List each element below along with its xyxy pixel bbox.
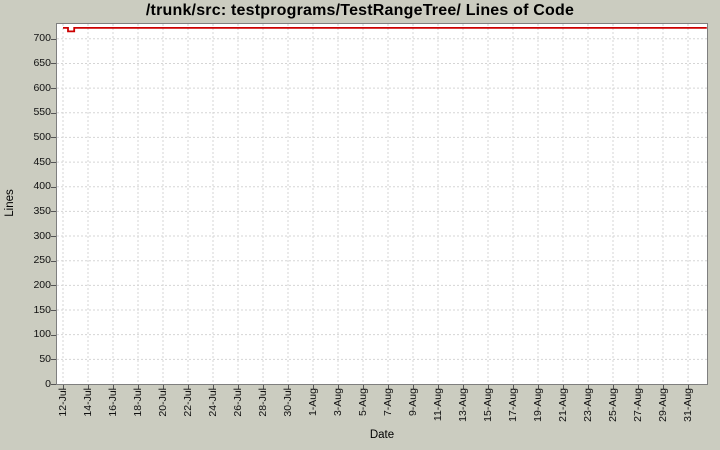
x-tick-label: 31-Aug — [681, 388, 694, 422]
x-tick-mark — [637, 385, 639, 389]
y-tick-label: 0 — [45, 377, 51, 390]
x-tick-mark — [662, 385, 664, 389]
y-tick-mark — [51, 211, 56, 213]
x-tick-mark — [287, 385, 289, 389]
x-tick-label: 19-Aug — [531, 388, 544, 422]
x-axis-title: Date — [369, 429, 395, 441]
x-tick-label: 26-Jul — [231, 388, 244, 417]
x-tick-label: 14-Jul — [81, 388, 94, 417]
y-tick-label: 600 — [33, 81, 51, 94]
y-tick-mark — [51, 260, 56, 262]
x-tick-mark — [562, 385, 564, 389]
x-tick-mark — [487, 385, 489, 389]
y-tick-mark — [51, 359, 56, 361]
y-tick-label: 550 — [33, 106, 51, 119]
y-tick-mark — [51, 162, 56, 164]
x-tick-mark — [262, 385, 264, 389]
x-tick-mark — [587, 385, 589, 389]
y-tick-label: 500 — [33, 130, 51, 143]
loc-series-line — [63, 27, 707, 33]
y-tick-mark — [51, 186, 56, 188]
x-tick-label: 25-Aug — [606, 388, 619, 422]
x-tick-label: 17-Aug — [506, 388, 519, 422]
y-tick-mark — [51, 88, 56, 90]
x-tick-label: 9-Aug — [406, 388, 419, 417]
y-tick-label: 50 — [39, 352, 51, 365]
x-tick-label: 11-Aug — [431, 388, 444, 422]
x-tick-mark — [87, 385, 89, 389]
x-tick-mark — [437, 385, 439, 389]
y-tick-label: 350 — [33, 204, 51, 217]
x-tick-mark — [112, 385, 114, 389]
y-tick-label: 400 — [33, 180, 51, 193]
y-tick-mark — [51, 137, 56, 139]
x-tick-label: 21-Aug — [556, 388, 569, 422]
x-tick-mark — [137, 385, 139, 389]
x-tick-label: 15-Aug — [481, 388, 494, 422]
x-tick-label: 7-Aug — [381, 388, 394, 417]
x-tick-mark — [312, 385, 314, 389]
x-tick-mark — [187, 385, 189, 389]
y-tick-mark — [51, 63, 56, 65]
x-tick-mark — [237, 385, 239, 389]
x-tick-mark — [462, 385, 464, 389]
x-tick-label: 1-Aug — [306, 388, 319, 417]
x-tick-label: 23-Aug — [581, 388, 594, 422]
x-tick-label: 3-Aug — [331, 388, 344, 417]
x-tick-mark — [162, 385, 164, 389]
y-tick-label: 650 — [33, 56, 51, 69]
y-tick-label: 300 — [33, 229, 51, 242]
x-tick-mark — [537, 385, 539, 389]
x-tick-mark — [362, 385, 364, 389]
y-tick-mark — [51, 285, 56, 287]
x-tick-mark — [337, 385, 339, 389]
y-tick-mark — [51, 112, 56, 114]
y-tick-label: 150 — [33, 303, 51, 316]
x-tick-label: 28-Jul — [256, 388, 269, 417]
x-tick-label: 5-Aug — [356, 388, 369, 417]
x-tick-mark — [687, 385, 689, 389]
x-tick-label: 13-Aug — [456, 388, 469, 422]
plot-area — [56, 23, 708, 385]
x-tick-label: 18-Jul — [131, 388, 144, 417]
y-tick-mark — [51, 384, 56, 385]
x-tick-label: 22-Jul — [181, 388, 194, 417]
x-tick-label: 29-Aug — [656, 388, 669, 422]
x-tick-mark — [62, 385, 64, 389]
y-tick-mark — [51, 38, 56, 40]
x-tick-mark — [412, 385, 414, 389]
x-tick-mark — [387, 385, 389, 389]
y-tick-label: 250 — [33, 254, 51, 267]
y-tick-mark — [51, 334, 56, 336]
y-tick-mark — [51, 236, 56, 238]
x-tick-label: 27-Aug — [631, 388, 644, 422]
y-tick-label: 450 — [33, 155, 51, 168]
x-tick-label: 24-Jul — [206, 388, 219, 417]
x-tick-label: 12-Jul — [56, 388, 69, 417]
x-tick-mark — [512, 385, 514, 389]
plot-canvas — [57, 24, 707, 384]
x-tick-label: 30-Jul — [281, 388, 294, 417]
x-tick-label: 16-Jul — [106, 388, 119, 417]
x-tick-label: 20-Jul — [156, 388, 169, 417]
y-tick-mark — [51, 310, 56, 312]
chart-title: /trunk/src: testprograms/TestRangeTree/ … — [145, 2, 575, 19]
x-tick-mark — [212, 385, 214, 389]
y-tick-label: 700 — [33, 32, 51, 45]
y-tick-label: 100 — [33, 328, 51, 341]
x-tick-mark — [612, 385, 614, 389]
y-tick-label: 200 — [33, 278, 51, 291]
